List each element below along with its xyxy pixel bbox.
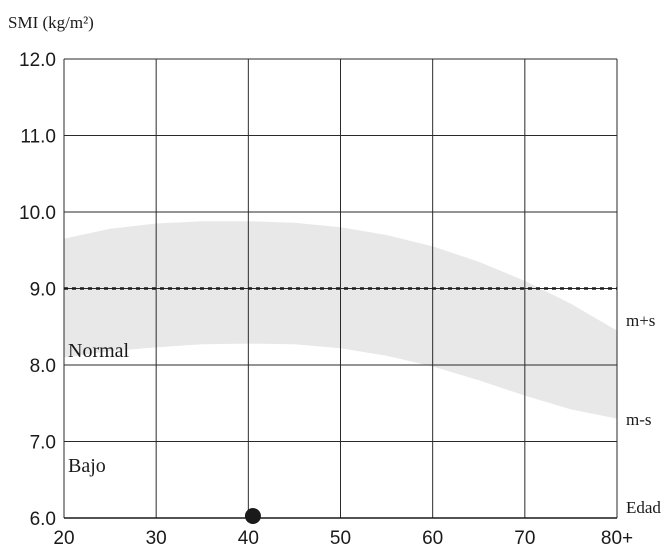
upper-band-label: m+s [626,311,655,330]
tick-label-layer: 6.0 7.0 8.0 9.0 10.0 11.0 12.0 20 30 40 50 60 70 80+ [19,50,633,548]
low-zone-label: Bajo [68,455,106,477]
grid-layer [63,58,618,519]
x-tick-label: 60 [422,528,443,548]
x-tick-label: 40 [238,528,259,548]
data-point [244,508,261,524]
y-tick-label: 12.0 [19,50,56,71]
y-tick-label: 6.0 [30,509,56,530]
y-tick-label: 11.0 [20,127,56,148]
lower-band-label: m-s [626,410,652,429]
normal-zone-label: Normal [68,340,130,362]
y-tick-label: 10.0 [19,203,56,224]
x-tick-label: 70 [514,528,535,548]
y-tick-label: 7.0 [30,433,56,454]
point-layer [244,508,261,524]
x-tick-label: 30 [146,528,167,548]
y-tick-label: 8.0 [30,356,56,377]
x-tick-label: 20 [53,528,74,548]
y-axis-title: SMI (kg/m²) [8,13,94,32]
x-tick-label: 80+ [601,528,633,548]
x-tick-label: 50 [330,528,351,548]
y-tick-label: 9.0 [30,280,56,301]
x-axis-title: Edad [626,498,661,517]
